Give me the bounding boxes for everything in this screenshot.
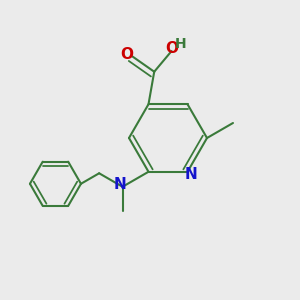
Text: O: O: [166, 40, 179, 56]
Text: N: N: [113, 177, 126, 192]
Text: O: O: [120, 47, 133, 62]
Text: N: N: [185, 167, 197, 182]
Text: H: H: [175, 38, 186, 51]
